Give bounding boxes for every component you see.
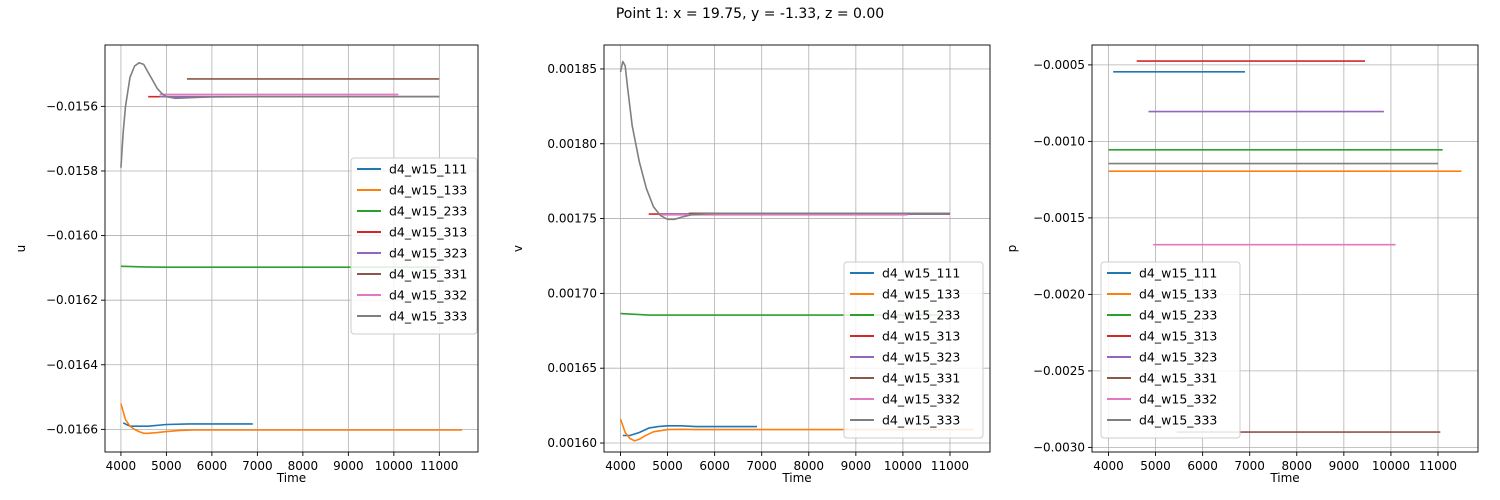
legend-label: d4_w15_332 (882, 392, 960, 407)
x-tick-label: 8000 (793, 459, 824, 473)
x-tick-label: 5000 (151, 459, 182, 473)
axes-frame (1091, 44, 1479, 453)
x-tick-label: 5000 (1140, 459, 1171, 473)
series-line-d4_w15_133 (120, 403, 463, 435)
legend: d4_w15_111 d4_w15_133 d4_w15_233 d4_w15_313… (350, 157, 478, 335)
legend: d4_w15_111 d4_w15_133 d4_w15_233 d4_w15_313… (843, 261, 984, 439)
y-tick-label: −0.0010 (1033, 134, 1085, 148)
y-tick-label: 0.00185 (547, 62, 597, 76)
legend-label: d4_w15_111 (1139, 266, 1217, 281)
legend-label: d4_w15_333 (389, 309, 467, 324)
x-tick-label: 7000 (746, 459, 777, 473)
legend-label: d4_w15_331 (1139, 371, 1217, 386)
legend-label: d4_w15_323 (882, 350, 960, 365)
legend-label: d4_w15_133 (1139, 287, 1217, 302)
series-line-d4_w15_333 (120, 61, 440, 168)
x-tick-label: 10000 (884, 459, 922, 473)
x-tick-label: 11000 (1419, 459, 1457, 473)
x-tick-label: 6000 (197, 459, 228, 473)
legend-label: d4_w15_111 (389, 162, 467, 177)
y-axis-label: p (1005, 245, 1019, 253)
y-axis-label: u (14, 245, 28, 253)
legend-label: d4_w15_313 (882, 329, 960, 344)
series-line-d4_w15_111 (122, 422, 253, 428)
y-tick-label: −0.0020 (1033, 287, 1085, 301)
legend-label: d4_w15_111 (882, 266, 960, 281)
legend-label: d4_w15_313 (1139, 329, 1217, 344)
y-tick-label: −0.0158 (46, 164, 98, 178)
y-tick-label: −0.0015 (1033, 211, 1085, 225)
y-tick-label: −0.0160 (46, 229, 98, 243)
x-axis-label: Time (276, 471, 306, 485)
x-tick-label: 7000 (1234, 459, 1265, 473)
legend-label: d4_w15_233 (1139, 308, 1217, 323)
y-tick-label: 0.00180 (547, 137, 597, 151)
legend-label: d4_w15_331 (389, 267, 467, 282)
x-tick-label: 9000 (1329, 459, 1360, 473)
x-tick-label: 5000 (652, 459, 683, 473)
y-tick-label: −0.0030 (1033, 440, 1085, 454)
x-axis-label: Time (1269, 471, 1299, 485)
x-tick-label: 4000 (605, 459, 636, 473)
y-tick-label: 0.00160 (547, 436, 597, 450)
legend-label: d4_w15_332 (389, 288, 467, 303)
legend-label: d4_w15_233 (389, 204, 467, 219)
x-tick-label: 9000 (841, 459, 872, 473)
x-tick-label: 4000 (1093, 459, 1124, 473)
y-tick-label: −0.0005 (1033, 58, 1085, 72)
axes-frame (603, 44, 991, 453)
y-tick-label: 0.00165 (547, 361, 597, 375)
legend-label: d4_w15_332 (1139, 392, 1217, 407)
legend-label: d4_w15_313 (389, 225, 467, 240)
subplot-v: 4000 5000 6000 7000 8000 9000 10000 11000 0.0016… (511, 44, 991, 485)
legend-label: d4_w15_331 (882, 371, 960, 386)
figure-title: Point 1: x = 19.75, y = -1.33, z = 0.00 (615, 6, 885, 22)
legend-label: d4_w15_133 (389, 183, 467, 198)
x-tick-label: 8000 (1281, 459, 1312, 473)
legend-box (843, 261, 984, 439)
y-tick-label: −0.0166 (46, 422, 98, 436)
x-tick-label: 9000 (333, 459, 364, 473)
legend-label: d4_w15_333 (1139, 413, 1217, 428)
legend: d4_w15_111 d4_w15_133 d4_w15_233 d4_w15_313… (1100, 261, 1241, 439)
x-tick-label: 8000 (288, 459, 319, 473)
x-axis-label: Time (781, 471, 811, 485)
series-line-d4_w15_111 (622, 424, 757, 437)
x-tick-label: 11000 (931, 459, 969, 473)
y-tick-label: 0.00175 (547, 212, 597, 226)
x-tick-label: 11000 (420, 459, 458, 473)
series-line-d4_w15_333 (619, 60, 950, 221)
series-line-d4_w15_233 (120, 265, 440, 269)
x-tick-label: 6000 (1187, 459, 1218, 473)
legend-label: d4_w15_333 (882, 413, 960, 428)
y-tick-label: 0.00170 (547, 286, 597, 300)
legend-label: d4_w15_233 (882, 308, 960, 323)
subplot-p: 4000 5000 6000 7000 8000 9000 10000 11000 −0.003… (1005, 44, 1479, 485)
x-tick-label: 4000 (106, 459, 137, 473)
subplot-u: 4000 5000 6000 7000 8000 9000 10000 11000 −0.016… (14, 44, 479, 485)
legend-label: d4_w15_133 (882, 287, 960, 302)
x-tick-label: 10000 (1372, 459, 1410, 473)
series-line-d4_w15_133 (619, 418, 974, 442)
x-tick-label: 10000 (375, 459, 413, 473)
y-tick-label: −0.0025 (1033, 364, 1085, 378)
x-tick-label: 6000 (699, 459, 730, 473)
series-line-d4_w15_233 (620, 312, 950, 316)
legend-label: d4_w15_323 (389, 246, 467, 261)
y-tick-label: −0.0164 (46, 358, 98, 372)
legend-box (1100, 261, 1241, 439)
axes-frame (104, 44, 479, 453)
legend-box (350, 157, 478, 335)
y-axis-label: v (511, 245, 525, 252)
x-tick-label: 7000 (242, 459, 273, 473)
y-tick-label: −0.0162 (46, 293, 98, 307)
legend-label: d4_w15_323 (1139, 350, 1217, 365)
y-tick-label: −0.0156 (46, 99, 98, 113)
